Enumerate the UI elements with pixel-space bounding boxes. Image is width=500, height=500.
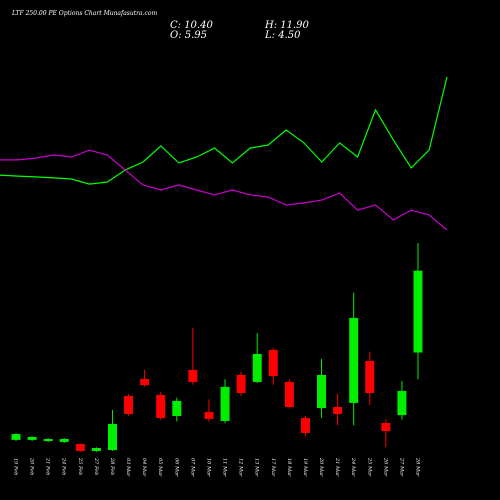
- x-tick-label: 12 Mar: [238, 458, 244, 477]
- candle-body: [172, 400, 182, 416]
- candle-body: [333, 406, 343, 414]
- close-label: C: 10.40: [170, 20, 213, 31]
- x-tick-label: 28 Mar: [415, 457, 421, 477]
- x-tick-label: 26 Mar: [382, 457, 388, 477]
- x-tick-label: 21 Mar: [334, 457, 340, 477]
- candle-body: [300, 418, 310, 433]
- candle-body: [140, 379, 150, 386]
- candle-body: [365, 360, 375, 393]
- x-tick-label: 07 Mar: [189, 458, 195, 477]
- x-tick-label: 25 Mar: [366, 457, 372, 477]
- candle-body: [43, 439, 53, 442]
- x-tick-label: 28 Feb: [109, 457, 115, 475]
- candle-body: [27, 436, 37, 440]
- candle-body: [204, 411, 214, 419]
- candle-body: [188, 370, 198, 382]
- candle-body: [107, 423, 117, 451]
- x-tick-label: 13 Mar: [254, 458, 260, 477]
- x-tick-label: 27 Mar: [398, 457, 404, 477]
- x-tick-label: 20 Feb: [29, 457, 35, 475]
- open-label: O: 5.95: [170, 30, 207, 41]
- candle-body: [268, 349, 278, 377]
- candle-body: [413, 270, 423, 353]
- x-tick-label: 10 Mar: [205, 458, 211, 477]
- indicator-line: [0, 149, 448, 231]
- chart-title: LTF 250.00 PE Options Chart Munafasutra.…: [11, 10, 157, 17]
- candle-body: [397, 390, 407, 416]
- x-tick-label: 11 Mar: [222, 458, 228, 477]
- candle-body: [59, 439, 69, 442]
- candle-body: [284, 381, 294, 407]
- x-tick-label: 24 Mar: [350, 457, 356, 477]
- candle-body: [252, 353, 262, 382]
- indicator-line: [0, 76, 448, 185]
- x-tick-label: 17 Mar: [270, 458, 276, 477]
- candle-body: [349, 317, 359, 403]
- low-label: L: 4.50: [264, 30, 301, 41]
- candle-body: [220, 386, 230, 421]
- x-tick-label: 20 Mar: [318, 457, 324, 477]
- x-tick-label: 05 Mar: [157, 458, 163, 477]
- x-tick-label: 25 Feb: [77, 457, 83, 475]
- x-tick-label: 27 Feb: [93, 457, 99, 475]
- candle-body: [317, 374, 327, 409]
- candle-body: [156, 395, 166, 419]
- x-tick-label: 24 Feb: [61, 457, 67, 475]
- x-tick-label: 06 Mar: [173, 458, 179, 477]
- x-tick-label: 18 Mar: [286, 458, 292, 477]
- x-tick-label: 03 Mar: [125, 458, 131, 477]
- x-tick-label: 19 Feb: [13, 458, 19, 475]
- candle-body: [91, 448, 101, 451]
- candle-body: [11, 434, 21, 440]
- candle-body: [75, 443, 85, 451]
- high-label: H: 11.90: [264, 20, 310, 31]
- x-tick-label: 04 Mar: [141, 458, 147, 477]
- candle-body: [124, 395, 134, 414]
- x-tick-label: 19 Mar: [302, 458, 308, 477]
- candle-body: [236, 374, 246, 393]
- x-tick-label: 21 Feb: [45, 457, 51, 475]
- candle-body: [381, 422, 391, 432]
